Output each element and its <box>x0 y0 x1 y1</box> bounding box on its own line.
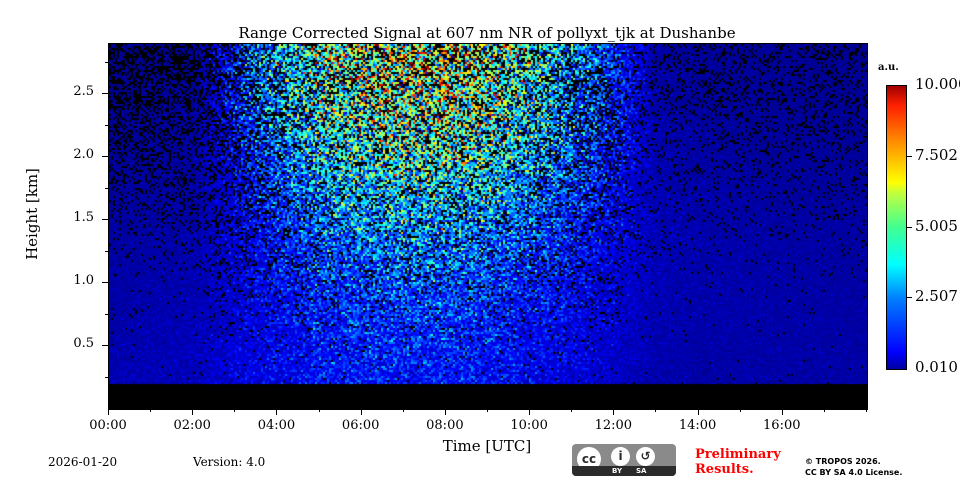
cc-attribution-icon: i <box>611 447 630 466</box>
y-tick-label: 2.5 <box>73 84 94 100</box>
footer-version: Version: 4.0 <box>193 455 266 469</box>
preliminary-results-notice: Preliminary Results. <box>695 447 815 477</box>
y-tick-label: 1.5 <box>73 210 94 226</box>
x-tick-label: 14:00 <box>678 418 717 433</box>
x-tick-label: 06:00 <box>341 418 380 433</box>
cc-sa-label: SA <box>636 467 647 475</box>
colorbar-tick <box>907 297 912 298</box>
y-tick-major <box>102 345 108 346</box>
colorbar-tick-label: 2.507 <box>915 287 958 306</box>
x-tick-minor <box>866 409 867 412</box>
y-tick-label: 2.0 <box>73 147 94 163</box>
x-tick-major <box>192 409 193 415</box>
x-tick-minor <box>740 409 741 412</box>
x-tick-label: 00:00 <box>89 418 127 433</box>
y-axis-label: Height [km] <box>23 168 41 260</box>
y-tick-minor <box>105 377 108 378</box>
x-tick-major <box>108 409 109 415</box>
x-tick-label: 12:00 <box>594 418 633 433</box>
colorbar-unit-label: a.u. <box>878 62 899 73</box>
x-tick-minor <box>655 409 656 412</box>
x-axis-label: Time [UTC] <box>442 437 532 455</box>
y-tick-label: 0.5 <box>73 336 94 352</box>
colorbar-tick <box>907 156 912 157</box>
y-tick-label: 1.0 <box>73 273 94 289</box>
y-tick-major <box>102 282 108 283</box>
range-corrected-signal-heatmap <box>109 44 867 409</box>
cc-badge-strip <box>572 466 676 476</box>
y-tick-major <box>102 156 108 157</box>
x-tick-minor <box>571 409 572 412</box>
x-tick-label: 16:00 <box>763 418 801 433</box>
x-tick-major <box>698 409 699 415</box>
x-tick-minor <box>403 409 404 412</box>
copyright-line-2: CC BY SA 4.0 License. <box>805 468 903 477</box>
x-tick-label: 08:00 <box>426 418 464 433</box>
y-tick-minor <box>105 188 108 189</box>
x-tick-minor <box>234 409 235 412</box>
preliminary-line-2: Results. <box>695 462 754 477</box>
colorbar-tick-label: 0.010 <box>915 358 958 376</box>
x-tick-major <box>529 409 530 415</box>
footer-date: 2026-01-20 <box>48 455 118 469</box>
x-tick-major <box>445 409 446 415</box>
y-tick-major <box>102 93 108 94</box>
copyright-line-1: © TROPOS 2026. <box>805 457 881 466</box>
y-tick-major <box>102 219 108 220</box>
preliminary-line-1: Preliminary <box>695 447 781 462</box>
cc-by-label: BY <box>612 467 623 475</box>
y-tick-minor <box>105 62 108 63</box>
colorbar-tick-label: 5.005 <box>915 216 958 235</box>
x-tick-minor <box>487 409 488 412</box>
copyright-notice: © TROPOS 2026. CC BY SA 4.0 License. <box>805 456 902 478</box>
x-tick-minor <box>824 409 825 412</box>
heatmap-plot-area <box>108 43 868 410</box>
x-tick-major <box>361 409 362 415</box>
colorbar-tick-label: 7.502 <box>915 145 958 164</box>
colorbar <box>886 85 907 370</box>
creative-commons-license-icon[interactable]: cc i ↺ BY SA <box>572 444 676 476</box>
y-tick-minor <box>105 314 108 315</box>
y-tick-minor <box>105 251 108 252</box>
y-tick-minor <box>105 125 108 126</box>
colorbar-tick <box>907 227 912 228</box>
x-tick-minor <box>150 409 151 412</box>
x-tick-minor <box>319 409 320 412</box>
page-title: Range Corrected Signal at 607 nm NR of p… <box>238 24 736 42</box>
x-tick-major <box>613 409 614 415</box>
x-tick-major <box>276 409 277 415</box>
x-tick-label: 04:00 <box>257 418 296 433</box>
x-tick-major <box>782 409 783 415</box>
cc-sharealike-icon: ↺ <box>636 447 655 466</box>
colorbar-tick-label: 10.000 <box>915 75 960 93</box>
x-tick-label: 02:00 <box>173 418 211 433</box>
x-tick-label: 10:00 <box>510 418 548 433</box>
